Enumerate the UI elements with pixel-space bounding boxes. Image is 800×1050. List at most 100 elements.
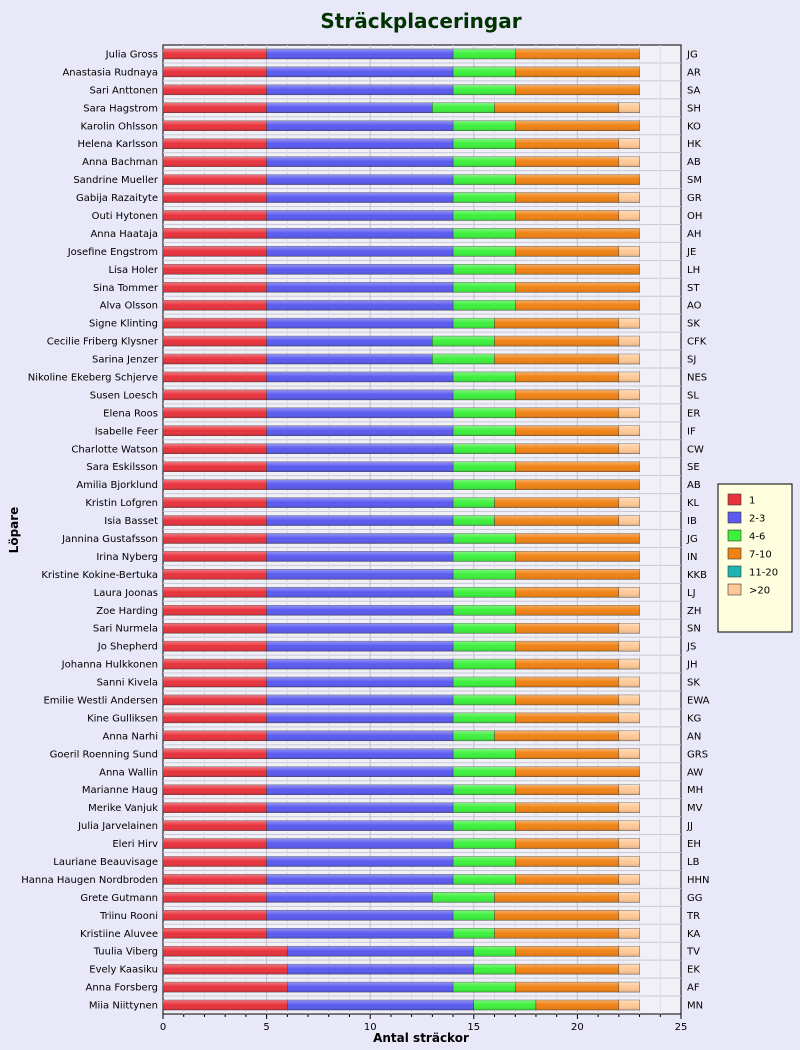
runner-abbr: SN [687,624,701,635]
bar-segment-shade [453,784,516,795]
bar-segment-shade [453,407,516,418]
bar-segment-shade [453,766,516,777]
legend-swatch [727,529,742,542]
runner-abbr: IF [687,426,696,437]
runner-abbr: NES [687,372,707,383]
runner-abbr: LB [687,857,700,868]
bar-segment-shade [515,551,640,562]
bar-segment-shade [453,282,516,293]
grid [163,45,681,1014]
bar-segment-shade [453,623,516,634]
runner-name: Sandrine Mueller [73,175,159,186]
runner-abbr: KG [687,713,701,724]
bar-segment-shade [266,407,454,418]
bar-segment-shade [287,1000,474,1011]
runner-name: Anna Bachman [82,157,158,168]
runner-name: Sarina Jenzer [92,355,159,366]
runner-name: Grete Gutmann [80,893,158,904]
bar-segment-shade [515,156,619,167]
bar-segment-shade [163,210,267,221]
bar-segment-shade [473,1000,536,1011]
bar-segment-shade [266,336,433,347]
bar-segment-shade [266,712,454,723]
y-axis-title: Löpare [7,507,21,554]
runner-abbr: SK [687,678,700,689]
runner-abbr: LH [687,265,700,276]
runner-abbr: MN [687,1001,703,1012]
bar-segment-shade [163,659,267,670]
bar-segment-shade [163,838,267,849]
runner-abbr: JG [686,534,698,545]
legend-swatch [727,511,742,524]
bar-segment-shade [266,910,454,921]
bar-segment-shade [163,479,267,490]
runner-abbr: JJ [686,821,693,832]
bar-segment-shade [453,910,495,921]
runner-abbr: JS [686,642,696,653]
bar-segment-shade [453,174,516,185]
runner-name: Nikoline Ekeberg Schjerve [28,372,158,383]
bar-segment-shade [266,156,454,167]
bar-segment-shade [163,587,267,598]
bar-segment-shade [618,838,640,849]
bar-segment-shade [453,84,516,95]
bar-segment-shade [494,910,619,921]
bar-segment-shade [515,48,640,59]
bar-segment-shade [515,407,619,418]
runner-name: Anna Forsberg [86,983,158,994]
bar-segment-shade [266,461,454,472]
runner-name: Hanna Haugen Nordbroden [21,875,158,886]
bar-segment-shade [163,802,267,813]
bar-segment-shade [515,264,640,275]
bar-segment-shade [618,587,640,598]
bar-segment-shade [266,264,454,275]
bar-segment-shade [515,228,640,239]
runner-abbr: SJ [687,355,696,366]
bar-segment-shade [453,820,516,831]
bar-segment-shade [266,515,454,526]
bar-segment-shade [515,694,619,705]
bar-segment-shade [453,264,516,275]
bar-segment-shade [515,659,619,670]
runner-abbr: AB [687,480,701,491]
runner-abbr: JE [686,247,696,258]
bar-segment-shade [618,389,640,400]
runner-abbr: TV [686,947,700,958]
bar-segment-shade [618,677,640,688]
bar-segment-shade [163,443,267,454]
bar-segment-shade [453,928,495,939]
runner-abbr: JH [686,660,697,671]
bar-segment-shade [494,318,619,329]
runner-name: Outi Hytonen [92,211,158,222]
bar-segment-shade [515,120,640,131]
bar-segment-shade [618,802,640,813]
bar-segment-shade [453,192,516,203]
bar-segment-shade [453,318,495,329]
runner-name: Zoe Harding [96,606,158,617]
runner-abbr: HK [687,139,702,150]
bar-segment-shade [515,677,619,688]
bar-segment-shade [453,425,516,436]
runner-name: Susen Loesch [90,390,158,401]
bar-segment-shade [453,300,516,311]
runner-abbr: SK [687,319,700,330]
x-tick-label: 25 [675,1022,688,1033]
bar-segment-shade [618,138,640,149]
bar-segment-shade [163,964,288,975]
runner-abbr: GG [687,893,703,904]
runner-name: Anna Narhi [103,731,158,742]
bar-segment-shade [453,461,516,472]
bar-segment-shade [515,982,619,993]
bar-segment-shade [515,820,619,831]
runner-name: Sara Eskilsson [86,462,158,473]
bar-segment-shade [453,605,516,616]
bar-segment-shade [515,282,640,293]
bar-segment-shade [163,730,267,741]
bar-segment-shade [163,318,267,329]
bar-segment-shade [163,533,267,544]
runner-abbr: IB [687,516,697,527]
bar-segment-shade [163,712,267,723]
bar-segment-shade [515,641,619,652]
runner-name: Goeril Roenning Sund [50,749,158,760]
bar-segment-shade [494,497,619,508]
